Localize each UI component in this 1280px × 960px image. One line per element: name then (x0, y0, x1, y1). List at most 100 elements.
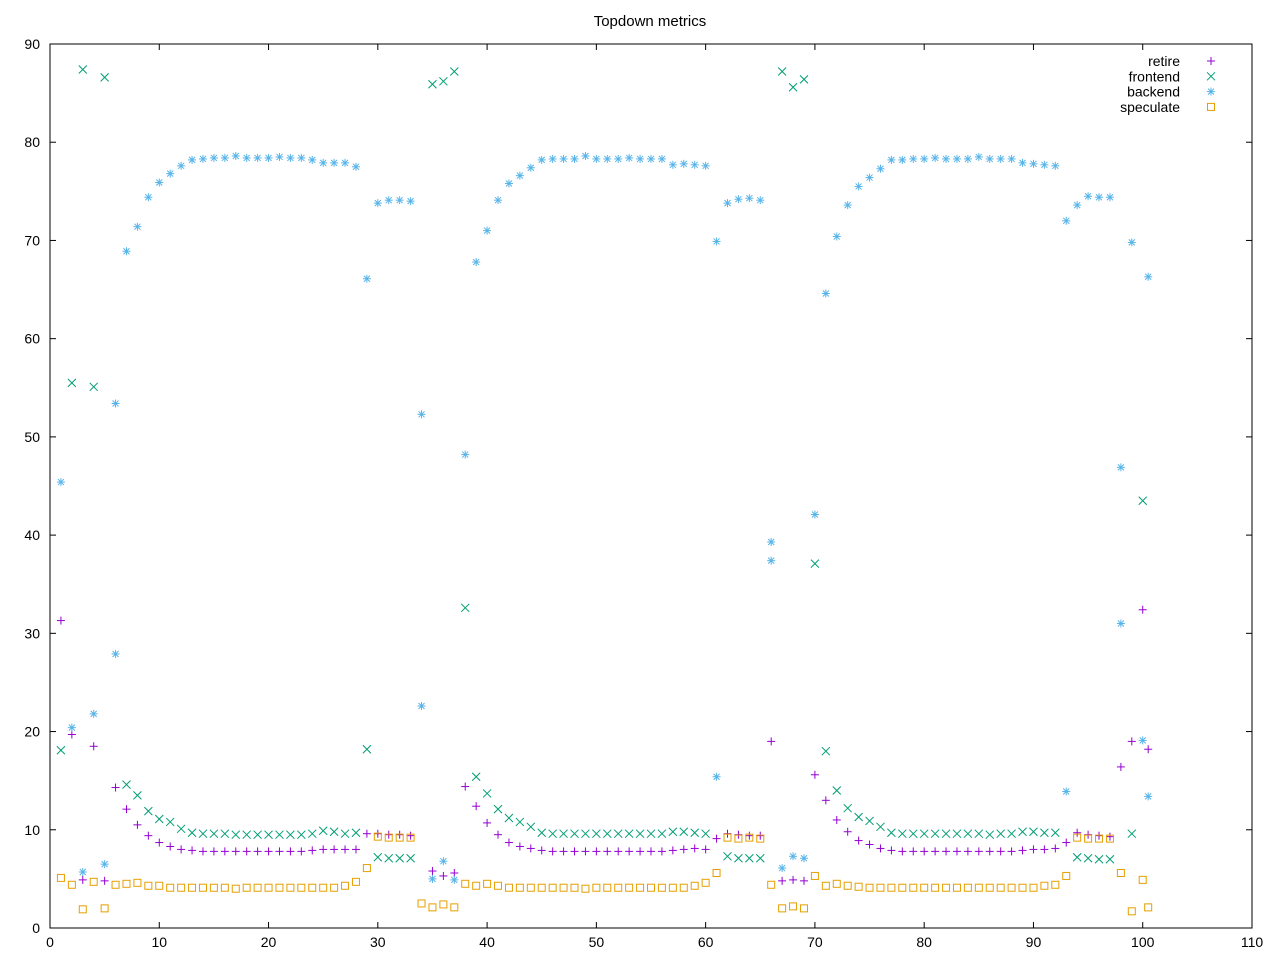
legend-label-backend: backend (1127, 84, 1180, 100)
speculate-point (614, 883, 623, 892)
retire-point (756, 831, 765, 840)
speculate-point (330, 883, 339, 892)
speculate-point (198, 883, 207, 892)
speculate-point (778, 904, 787, 913)
speculate-point (548, 883, 557, 892)
x-tick-label: 40 (479, 934, 495, 950)
retire-point (395, 830, 404, 839)
chart-title: Topdown metrics (594, 13, 707, 30)
backend-point (636, 154, 645, 163)
retire-point (1138, 605, 1147, 614)
backend-point (712, 237, 721, 246)
speculate-point (1073, 833, 1082, 842)
frontend-point (734, 853, 743, 863)
speculate-point (570, 883, 579, 892)
x-tick-label: 60 (698, 934, 714, 950)
frontend-point (286, 830, 295, 840)
speculate-point (537, 883, 546, 892)
speculate-point (308, 883, 317, 892)
frontend-point (89, 382, 99, 392)
backend-point (985, 154, 994, 163)
backend-point (745, 194, 754, 203)
speculate-point (504, 883, 513, 892)
speculate-point (1116, 868, 1125, 877)
speculate-point (931, 883, 940, 892)
retire-point (625, 847, 634, 856)
legend-label-frontend: frontend (1129, 68, 1180, 84)
backend-point (592, 154, 601, 163)
retire-point (384, 830, 393, 839)
legend-label-speculate: speculate (1120, 99, 1180, 115)
speculate-point (406, 833, 415, 842)
backend-point (668, 160, 677, 169)
frontend-point (679, 827, 689, 837)
legend-marker-retire (1207, 57, 1215, 65)
retire-point (952, 847, 961, 856)
frontend-point (537, 828, 547, 838)
speculate-point (789, 902, 798, 911)
frontend-point (1094, 854, 1104, 864)
retire-point (1095, 831, 1104, 840)
backend-point (603, 154, 612, 163)
retire-point (690, 844, 699, 853)
backend-point (275, 152, 284, 161)
backend-point (384, 196, 393, 205)
speculate-point (920, 883, 929, 892)
retire-point (362, 829, 371, 838)
speculate-point (1138, 875, 1147, 884)
x-tick-label: 50 (589, 934, 605, 950)
retire-point (898, 847, 907, 856)
backend-point (504, 179, 513, 188)
frontend-point (373, 852, 383, 862)
frontend-point (865, 816, 874, 826)
frontend-point (821, 746, 831, 756)
speculate-point (843, 881, 852, 890)
backend-point (362, 274, 371, 283)
backend-point (351, 162, 360, 171)
backend-point (832, 232, 841, 241)
y-tick-label: 40 (24, 527, 40, 543)
speculate-point (177, 883, 186, 892)
retire-point (909, 847, 918, 856)
speculate-point (395, 833, 404, 842)
backend-point (1062, 787, 1071, 796)
speculate-point (592, 883, 601, 892)
frontend-point (329, 827, 339, 837)
speculate-point (767, 880, 776, 889)
backend-point (548, 154, 557, 163)
speculate-point (865, 883, 874, 892)
retire-point (789, 875, 798, 884)
retire-point (330, 845, 339, 854)
speculate-point (832, 879, 841, 888)
speculate-point (985, 883, 994, 892)
retire-point (439, 871, 448, 880)
speculate-point (122, 879, 131, 888)
backend-point (789, 852, 798, 861)
backend-point (461, 450, 470, 459)
frontend-point (799, 75, 809, 84)
backend-point (373, 199, 382, 208)
retire-point (286, 847, 295, 856)
retire-point (745, 831, 754, 840)
frontend-point (974, 829, 984, 839)
frontend-point (1127, 829, 1137, 839)
frontend-point (209, 829, 219, 839)
speculate-point (799, 904, 808, 913)
frontend-point (908, 829, 918, 839)
backend-point (570, 154, 579, 163)
frontend-point (668, 827, 678, 837)
speculate-point (581, 884, 590, 893)
frontend-point (1007, 829, 1016, 839)
frontend-point (832, 786, 842, 795)
frontend-point (635, 829, 645, 839)
retire-point (1144, 745, 1153, 754)
speculate-point (275, 883, 284, 892)
backend-point (78, 868, 87, 877)
speculate-point (745, 833, 754, 842)
speculate-point (603, 883, 612, 892)
retire-point (472, 802, 481, 811)
speculate-point (341, 881, 350, 890)
retire-point (657, 847, 666, 856)
